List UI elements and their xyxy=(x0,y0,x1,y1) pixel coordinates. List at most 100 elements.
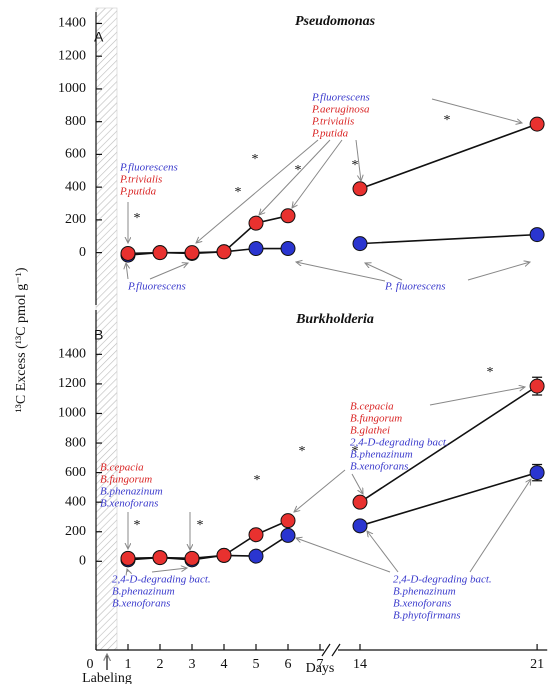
annotation: P.putida xyxy=(119,186,157,198)
y-axis-label: ¹³C Excess (¹³C pmol g⁻¹) xyxy=(14,267,29,412)
significance-mark: * xyxy=(352,444,359,459)
annotation: 2,4-D-degrading bact. xyxy=(393,574,492,586)
x-tick-label: 7 xyxy=(317,657,324,672)
y-tick-label: 600 xyxy=(65,147,86,162)
annotation: 2,4-D-degrading bact. xyxy=(350,437,449,449)
annotation: B.phenazinum xyxy=(350,449,413,461)
significance-mark: * xyxy=(134,518,141,533)
annotation-arrow xyxy=(296,262,386,282)
data-point xyxy=(248,241,264,257)
annotation-arrow xyxy=(259,139,331,215)
annotation-arrow xyxy=(296,538,391,573)
y-tick-label: 200 xyxy=(65,212,86,227)
significance-mark: * xyxy=(295,163,302,178)
annotation: P.trivialis xyxy=(311,116,354,128)
data-point xyxy=(216,547,232,563)
y-tick-label: 800 xyxy=(65,435,86,450)
annotation: P.trivialis xyxy=(119,174,162,186)
x-tick-label: 4 xyxy=(221,657,228,672)
data-point xyxy=(352,236,368,252)
data-point xyxy=(248,527,264,543)
y-tick-label: 1000 xyxy=(58,81,86,96)
annotation: B.phytofirmans xyxy=(393,610,461,622)
significance-mark: * xyxy=(444,113,451,128)
annotation-arrow xyxy=(149,263,188,280)
x-tick-label: 3 xyxy=(189,657,196,672)
annotation-arrow xyxy=(292,139,343,208)
significance-mark: * xyxy=(254,473,261,488)
y-tick-label: 800 xyxy=(65,114,86,129)
annotation-arrow xyxy=(467,262,530,281)
data-point xyxy=(280,241,296,257)
data-point xyxy=(120,245,136,261)
significance-mark: * xyxy=(252,152,259,167)
y-tick-label: 0 xyxy=(79,554,86,569)
data-point xyxy=(529,227,545,243)
data-point xyxy=(152,550,168,566)
annotation: B.xenoforans xyxy=(112,598,170,610)
series-line xyxy=(127,471,538,561)
annotation-arrow xyxy=(196,139,319,243)
annotation-arrow xyxy=(469,479,531,573)
y-tick-label: 600 xyxy=(65,465,86,480)
data-point xyxy=(352,494,368,510)
x-tick-label: 0 xyxy=(87,657,94,672)
significance-mark: * xyxy=(299,444,306,459)
x-tick-label: 6 xyxy=(285,657,292,672)
x-axis-label: Days xyxy=(306,661,335,676)
y-tick-label: 1400 xyxy=(58,16,86,31)
y-tick-label: 400 xyxy=(65,179,86,194)
data-point xyxy=(529,378,545,394)
annotation: B.fungorum xyxy=(100,474,152,486)
panel-label: B xyxy=(94,327,103,343)
x-tick-label: 5 xyxy=(253,657,260,672)
annotation: B.cepacia xyxy=(100,462,144,474)
data-point xyxy=(184,550,200,566)
x-tick-label: 2 xyxy=(157,657,164,672)
annotation: B.xenoforans xyxy=(100,498,158,510)
series-line xyxy=(127,123,538,255)
data-point xyxy=(184,245,200,261)
x-tick-label: 1 xyxy=(125,657,132,672)
panel-title: Pseudomonas xyxy=(295,14,376,29)
significance-mark: * xyxy=(487,365,494,380)
y-tick-label: 1200 xyxy=(58,376,86,391)
panel-label: A xyxy=(94,29,104,45)
annotation-arrow xyxy=(365,263,403,281)
annotation-arrow xyxy=(351,473,363,494)
data-point xyxy=(529,465,545,481)
y-tick-label: 1000 xyxy=(58,406,86,421)
annotation: B.phenazinum xyxy=(112,586,175,598)
x-tick-label: 14 xyxy=(353,657,367,672)
annotation: P. fluorescens xyxy=(384,281,446,293)
annotation: B.phenazinum xyxy=(100,486,163,498)
data-point xyxy=(248,548,264,564)
annotation-arrow xyxy=(126,263,128,280)
annotation-arrow xyxy=(151,568,187,573)
data-point xyxy=(216,244,232,260)
annotation: B.glathei xyxy=(350,425,390,437)
data-point xyxy=(280,527,296,543)
significance-mark: * xyxy=(134,211,141,226)
annotation: P.aeruginosa xyxy=(311,104,370,116)
x-tick-label: 21 xyxy=(530,657,544,672)
annotation: P.fluorescens xyxy=(127,281,186,293)
y-tick-label: 1200 xyxy=(58,48,86,63)
data-point xyxy=(248,215,264,231)
annotation: B.xenoforans xyxy=(350,461,408,473)
annotation: P.fluorescens xyxy=(311,92,370,104)
data-point xyxy=(529,116,545,132)
annotation-arrow xyxy=(355,139,361,181)
significance-mark: * xyxy=(352,158,359,173)
annotation-arrow xyxy=(127,569,128,572)
axis-break xyxy=(321,643,341,657)
annotation-arrow xyxy=(429,387,525,406)
data-point xyxy=(120,550,136,566)
annotation: B.fungorum xyxy=(350,413,402,425)
data-point xyxy=(152,245,168,261)
significance-mark: * xyxy=(235,185,242,200)
data-point xyxy=(352,181,368,197)
y-tick-label: 400 xyxy=(65,494,86,509)
annotation: B.phenazinum xyxy=(393,586,456,598)
